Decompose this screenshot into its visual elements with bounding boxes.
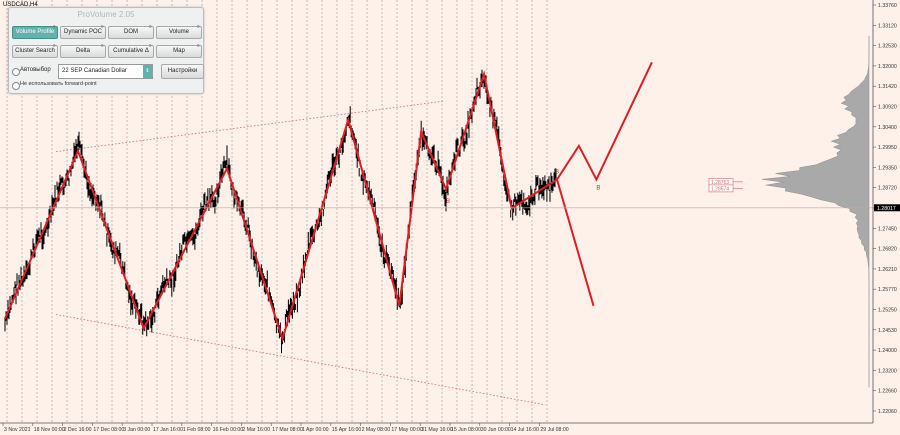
current-price-box — [874, 204, 900, 212]
wave-mark: B — [446, 199, 450, 205]
gear-icon[interactable]: ⚙ — [100, 43, 104, 48]
price-tick-label: 1.22060 — [878, 409, 897, 415]
price-tick-label: 1.30400 — [878, 125, 897, 131]
gear-icon[interactable]: ⚙ — [196, 43, 200, 48]
time-tick-label: 2 May 08:00 — [362, 427, 391, 433]
level-label: 1.28763 — [711, 180, 729, 186]
wave-mark: B — [555, 169, 559, 175]
price-tick-label: 1.29950 — [878, 145, 897, 151]
forecast-down-line — [556, 179, 595, 307]
instrument-select[interactable]: 22 SEP Canadian Dollar ⇕ — [58, 64, 153, 79]
delta-button-label: Delta — [75, 48, 90, 54]
map-button[interactable]: Map ⚙ — [156, 43, 202, 58]
time-tick-label: 15 Jun 08:00 — [451, 427, 481, 433]
chevron-down-icon[interactable]: ⇕ — [143, 65, 152, 78]
instrument-select-value: 22 SEP Canadian Dollar — [62, 68, 127, 74]
price-tick-label: 1.23200 — [878, 368, 897, 374]
volume-profile-histogram — [761, 35, 870, 388]
provolume-panel: ProVolume 2.05 Volume Profile ⚙ Dynamic P… — [8, 7, 204, 94]
volume-button-label: Volume — [168, 29, 189, 35]
time-tick-label: 2 Dec 16:00 — [64, 427, 92, 433]
price-tick-label: 1.22660 — [878, 389, 897, 395]
price-tick-label: 1.25250 — [878, 308, 897, 314]
price-tick-label: 1.24000 — [878, 348, 897, 354]
forward-point-label: Не использовать forward-point — [20, 81, 97, 87]
price-tick-label: 1.31420 — [878, 84, 897, 90]
map-button-label: Map — [173, 48, 185, 54]
cluster-search-button[interactable]: Cluster Search ⚙ — [12, 43, 58, 58]
gear-icon[interactable]: ⚙ — [52, 24, 56, 29]
time-tick-label: 17 Dec 08:00 — [93, 427, 124, 433]
upper-channel-line — [56, 100, 444, 153]
dom-button[interactable]: DOM ⚙ — [108, 24, 154, 39]
price-tick-label: 1.30920 — [878, 105, 897, 111]
gear-icon[interactable]: ⚙ — [148, 24, 152, 29]
price-tick-label: 1.26210 — [878, 267, 897, 273]
volume-button[interactable]: Volume ⚙ — [156, 24, 202, 39]
price-tick-label: 1.32000 — [878, 64, 897, 70]
time-tick-label: 18 Nov 00:00 — [34, 427, 65, 433]
time-tick-label: 17 May 00:00 — [391, 427, 423, 433]
level-label: 1.28574 — [711, 186, 729, 192]
gear-icon[interactable]: ⚙ — [196, 24, 200, 29]
time-tick-label: 30 Jun 00:00 — [481, 427, 511, 433]
cumulative-delta-button-label: Cumulative Δ — [113, 48, 149, 54]
settings-button[interactable]: Настройки — [161, 64, 204, 79]
time-tick-label: 15 Apr 16:00 — [332, 427, 362, 433]
price-tick-label: 1.29350 — [878, 165, 897, 171]
time-tick-label: 16 Feb 00:00 — [213, 427, 244, 433]
settings-button-label: Настройки — [167, 68, 198, 74]
time-axis-panel — [0, 423, 900, 435]
auto-select-label: Автовыбор — [20, 67, 51, 73]
auto-select-checkbox[interactable] — [12, 68, 20, 76]
cluster-search-button-label: Cluster Search — [15, 48, 55, 54]
symbol-label: USDCAD,H4 — [3, 2, 38, 8]
price-tick-label: 1.28720 — [878, 186, 897, 192]
price-tick-label: 1.32530 — [878, 44, 897, 50]
time-tick-label: 31 May 16:00 — [421, 427, 453, 433]
lower-channel-line — [56, 314, 546, 406]
level-label-box — [708, 184, 734, 193]
current-price-label: 1.28017 — [877, 206, 896, 212]
dom-button-label: DOM — [124, 29, 138, 35]
price-tick-label: 1.27450 — [878, 226, 897, 232]
time-tick-label: 1 Apr 00:00 — [302, 427, 329, 433]
price-bars — [4, 69, 557, 354]
gear-icon[interactable]: ⚙ — [100, 24, 104, 29]
time-tick-label: 29 Jul 08:00 — [540, 427, 568, 433]
price-tick-label: 1.24530 — [878, 328, 897, 334]
panel-title: ProVolume 2.05 — [77, 10, 135, 19]
time-tick-label: 3 Jan 00:00 — [123, 427, 150, 433]
wave-mark: B — [596, 185, 600, 191]
time-tick-label: 3 Nov 2021 — [4, 427, 31, 433]
price-tick-label: 1.26820 — [878, 247, 897, 253]
time-tick-label: 17 Mar 08:00 — [272, 427, 303, 433]
gear-icon[interactable]: ⚙ — [52, 43, 56, 48]
price-axis-panel — [873, 0, 900, 435]
wave-line — [4, 70, 558, 343]
volume-profile-button[interactable]: Volume Profile ⚙ — [12, 24, 58, 39]
time-tick-label: 14 Jul 16:00 — [511, 427, 539, 433]
time-tick-label: 17 Jan 16:00 — [153, 427, 183, 433]
time-tick-label: 1 Feb 08:00 — [183, 427, 211, 433]
volume-profile-button-label: Volume Profile — [15, 29, 55, 35]
gear-icon[interactable]: ⚙ — [148, 43, 152, 48]
time-tick-label: 2 Mar 16:00 — [242, 427, 270, 433]
dynamic-poc-button-label: Dynamic POC — [63, 29, 102, 35]
dynamic-poc-button[interactable]: Dynamic POC ⚙ — [60, 24, 106, 39]
cumulative-delta-button[interactable]: Cumulative Δ ⚙ — [108, 43, 154, 58]
price-tick-label: 1.25770 — [878, 287, 897, 293]
forecast-up-line — [556, 61, 653, 182]
price-tick-label: 1.33760 — [878, 3, 897, 9]
price-tick-label: 1.33120 — [878, 23, 897, 29]
forward-point-checkbox[interactable] — [12, 82, 20, 90]
delta-button[interactable]: Delta ⚙ — [60, 43, 106, 58]
